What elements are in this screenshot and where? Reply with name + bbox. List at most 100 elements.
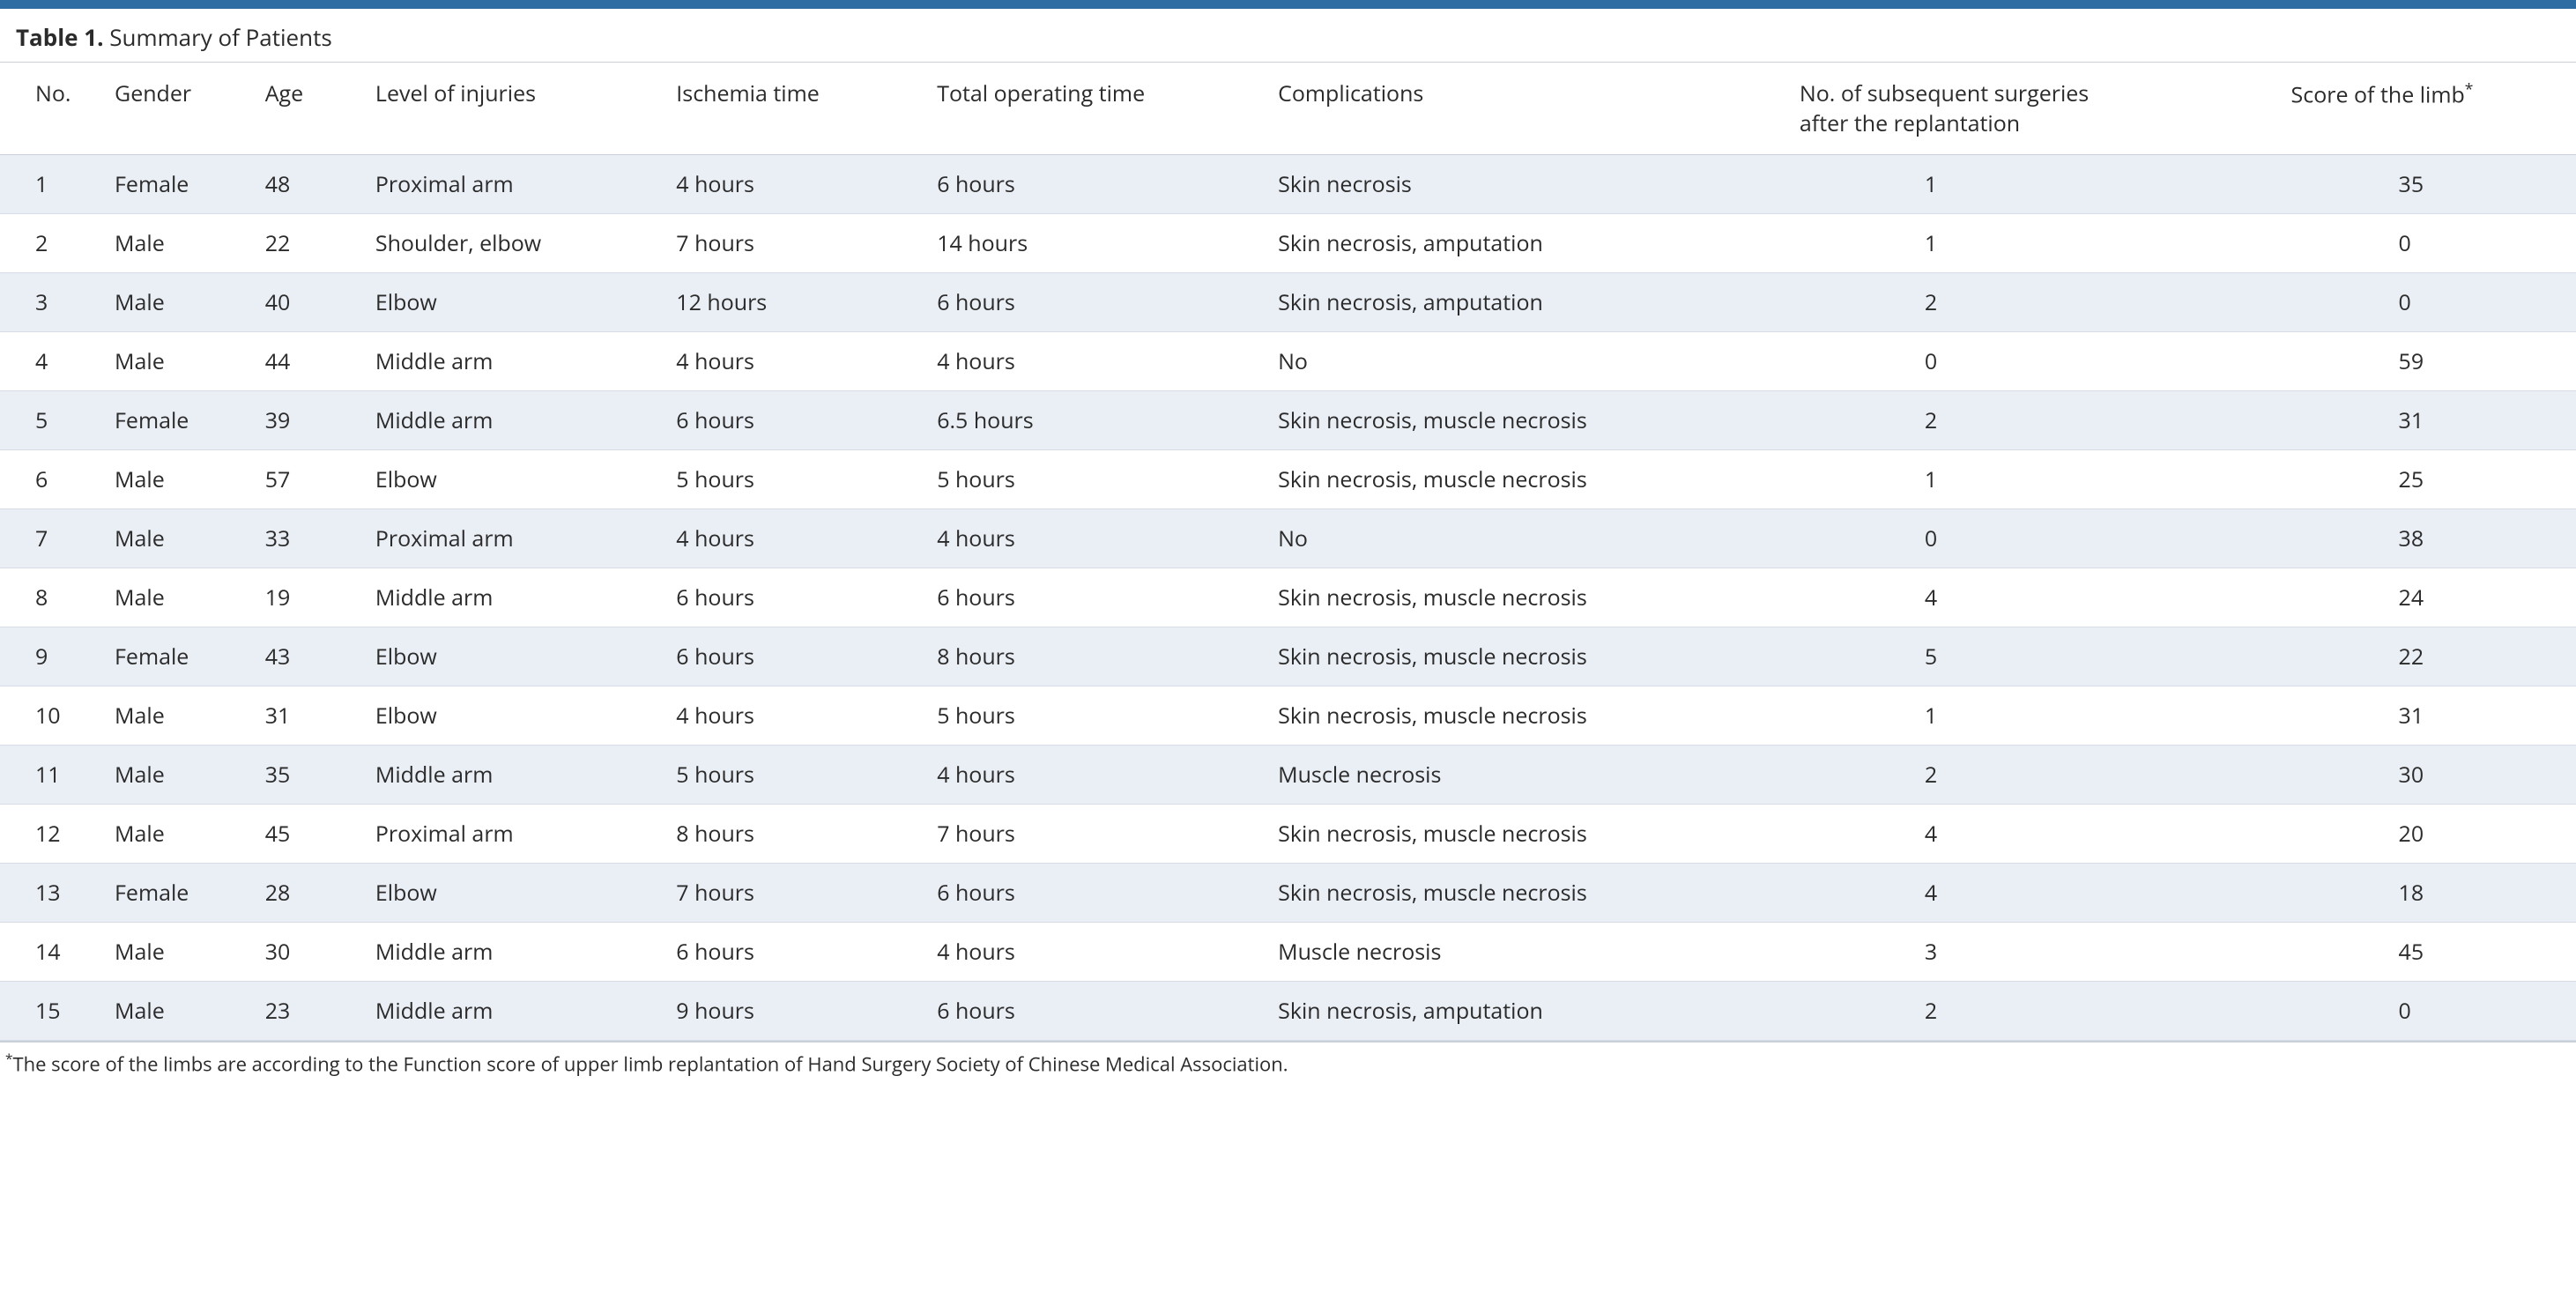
- cell-comp: Muscle necrosis: [1262, 746, 1784, 805]
- cell-age: 33: [249, 509, 360, 568]
- cell-isch: 6 hours: [660, 568, 921, 627]
- cell-subs: 2: [1784, 746, 2275, 805]
- patients-table: No. Gender Age Level of injuries Ischemi…: [0, 63, 2576, 1041]
- col-header-score-sup: *: [2465, 78, 2474, 100]
- col-header-age: Age: [249, 63, 360, 155]
- cell-total: 4 hours: [921, 923, 1262, 982]
- cell-gender: Male: [99, 568, 249, 627]
- header-row: No. Gender Age Level of injuries Ischemi…: [0, 63, 2576, 155]
- cell-subs: 5: [1784, 627, 2275, 686]
- cell-level: Proximal arm: [360, 155, 660, 214]
- cell-gender: Female: [99, 627, 249, 686]
- cell-subs: 4: [1784, 864, 2275, 923]
- cell-gender: Male: [99, 982, 249, 1041]
- cell-isch: 9 hours: [660, 982, 921, 1041]
- table-container: Table 1. Summary of Patients No. Gender …: [0, 0, 2576, 1091]
- cell-isch: 6 hours: [660, 391, 921, 450]
- cell-gender: Male: [99, 805, 249, 864]
- cell-comp: Skin necrosis, muscle necrosis: [1262, 391, 1784, 450]
- cell-subs: 0: [1784, 509, 2275, 568]
- cell-gender: Male: [99, 332, 249, 391]
- cell-score: 20: [2275, 805, 2576, 864]
- cell-total: 7 hours: [921, 805, 1262, 864]
- cell-level: Middle arm: [360, 982, 660, 1041]
- cell-comp: Skin necrosis, muscle necrosis: [1262, 627, 1784, 686]
- cell-age: 23: [249, 982, 360, 1041]
- cell-subs: 2: [1784, 273, 2275, 332]
- col-header-subsequent-line2: after the replantation: [1800, 108, 2020, 138]
- cell-isch: 4 hours: [660, 332, 921, 391]
- table-row: 3Male40Elbow12 hours6 hoursSkin necrosis…: [0, 273, 2576, 332]
- cell-total: 6 hours: [921, 155, 1262, 214]
- cell-no: 3: [0, 273, 99, 332]
- col-header-no: No.: [0, 63, 99, 155]
- cell-score: 30: [2275, 746, 2576, 805]
- cell-gender: Male: [99, 214, 249, 273]
- cell-total: 6 hours: [921, 864, 1262, 923]
- col-header-score: Score of the limb*: [2275, 63, 2576, 155]
- cell-total: 5 hours: [921, 450, 1262, 509]
- cell-subs: 2: [1784, 982, 2275, 1041]
- cell-age: 40: [249, 273, 360, 332]
- cell-total: 6 hours: [921, 273, 1262, 332]
- cell-age: 35: [249, 746, 360, 805]
- cell-no: 7: [0, 509, 99, 568]
- cell-comp: Skin necrosis, muscle necrosis: [1262, 805, 1784, 864]
- cell-age: 31: [249, 686, 360, 746]
- cell-total: 4 hours: [921, 746, 1262, 805]
- cell-no: 11: [0, 746, 99, 805]
- cell-gender: Male: [99, 273, 249, 332]
- cell-age: 43: [249, 627, 360, 686]
- cell-subs: 0: [1784, 332, 2275, 391]
- cell-subs: 3: [1784, 923, 2275, 982]
- table-body: 1Female48Proximal arm4 hours6 hoursSkin …: [0, 155, 2576, 1041]
- cell-isch: 7 hours: [660, 864, 921, 923]
- cell-total: 4 hours: [921, 332, 1262, 391]
- cell-level: Elbow: [360, 273, 660, 332]
- cell-comp: Skin necrosis, amputation: [1262, 982, 1784, 1041]
- table-row: 12Male45Proximal arm8 hours7 hoursSkin n…: [0, 805, 2576, 864]
- cell-age: 22: [249, 214, 360, 273]
- table-row: 13Female28Elbow7 hours6 hoursSkin necros…: [0, 864, 2576, 923]
- cell-no: 6: [0, 450, 99, 509]
- cell-age: 28: [249, 864, 360, 923]
- cell-isch: 4 hours: [660, 686, 921, 746]
- col-header-complications: Complications: [1262, 63, 1784, 155]
- cell-subs: 1: [1784, 214, 2275, 273]
- cell-level: Shoulder, elbow: [360, 214, 660, 273]
- col-header-ischemia: Ischemia time: [660, 63, 921, 155]
- cell-score: 45: [2275, 923, 2576, 982]
- cell-comp: Skin necrosis, amputation: [1262, 273, 1784, 332]
- table-row: 2Male22Shoulder, elbow7 hours14 hoursSki…: [0, 214, 2576, 273]
- cell-gender: Male: [99, 450, 249, 509]
- cell-subs: 4: [1784, 805, 2275, 864]
- cell-no: 5: [0, 391, 99, 450]
- table-row: 4Male44Middle arm4 hours4 hoursNo059: [0, 332, 2576, 391]
- table-header: No. Gender Age Level of injuries Ischemi…: [0, 63, 2576, 155]
- cell-age: 30: [249, 923, 360, 982]
- col-header-subsequent: No. of subsequent surgeries after the re…: [1784, 63, 2275, 155]
- cell-gender: Male: [99, 923, 249, 982]
- cell-level: Proximal arm: [360, 805, 660, 864]
- col-header-gender: Gender: [99, 63, 249, 155]
- cell-comp: Skin necrosis, muscle necrosis: [1262, 864, 1784, 923]
- cell-age: 57: [249, 450, 360, 509]
- cell-no: 10: [0, 686, 99, 746]
- cell-score: 59: [2275, 332, 2576, 391]
- cell-score: 24: [2275, 568, 2576, 627]
- cell-comp: Skin necrosis, muscle necrosis: [1262, 450, 1784, 509]
- cell-comp: Muscle necrosis: [1262, 923, 1784, 982]
- cell-level: Elbow: [360, 450, 660, 509]
- cell-total: 14 hours: [921, 214, 1262, 273]
- cell-score: 25: [2275, 450, 2576, 509]
- cell-total: 5 hours: [921, 686, 1262, 746]
- cell-level: Elbow: [360, 627, 660, 686]
- cell-level: Middle arm: [360, 332, 660, 391]
- cell-total: 6.5 hours: [921, 391, 1262, 450]
- cell-score: 38: [2275, 509, 2576, 568]
- cell-total: 8 hours: [921, 627, 1262, 686]
- cell-gender: Female: [99, 864, 249, 923]
- cell-no: 2: [0, 214, 99, 273]
- cell-level: Middle arm: [360, 923, 660, 982]
- footnote-text: The score of the limbs are according to …: [12, 1050, 1288, 1077]
